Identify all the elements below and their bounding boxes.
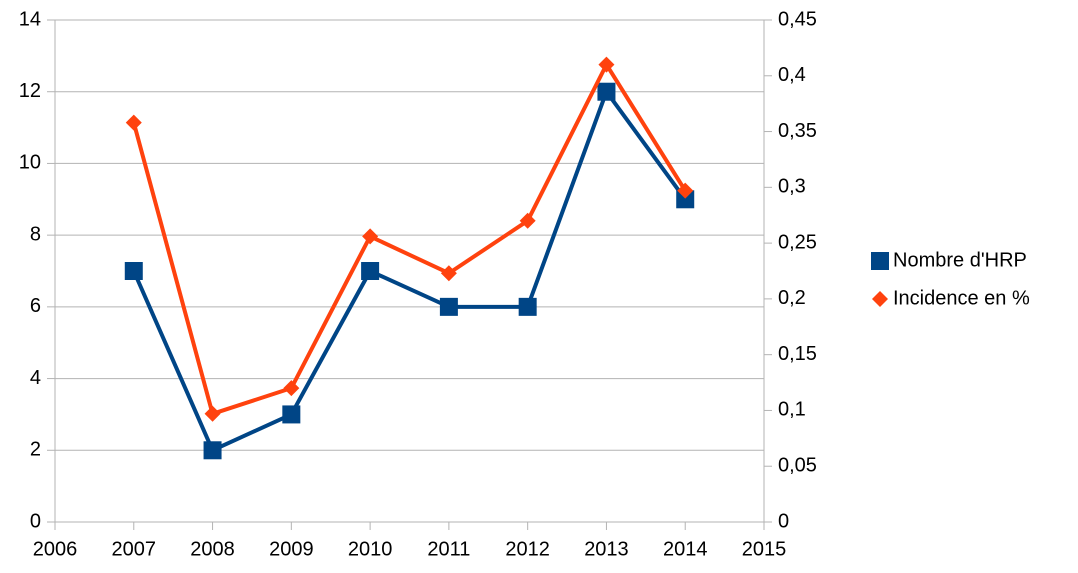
x-tick-label: 2006 <box>33 538 78 560</box>
y-tick-label: 2 <box>30 439 41 461</box>
y2-tick-label: 0,1 <box>778 399 806 421</box>
marker <box>282 405 301 424</box>
marker <box>283 380 300 397</box>
x-tick-label: 2011 <box>427 538 470 560</box>
marker <box>440 265 457 282</box>
x-tick-label: 2007 <box>112 538 157 560</box>
y-tick-label: 10 <box>19 152 41 174</box>
marker <box>361 262 380 280</box>
x-tick-label: 2012 <box>505 538 550 560</box>
y2-tick-label: 0 <box>778 510 789 532</box>
y2-tick-label: 0,25 <box>778 231 817 253</box>
series-line <box>131 89 687 453</box>
y2-tick-label: 0,15 <box>778 343 817 365</box>
marker <box>362 228 379 245</box>
y-tick-label: 4 <box>30 367 41 389</box>
legend-marker <box>872 291 888 307</box>
y2-tick-label: 0,35 <box>778 120 817 142</box>
marker <box>518 297 537 316</box>
y-tick-label: 8 <box>30 223 41 245</box>
y2-tick-label: 0,3 <box>778 176 806 198</box>
x-tick-label: 2015 <box>742 538 787 560</box>
marker <box>676 190 695 209</box>
y-tick-label: 14 <box>19 8 41 30</box>
marker <box>519 212 536 229</box>
y2-tick-label: 0,2 <box>778 287 806 309</box>
y2-tick-label: 0,45 <box>778 8 817 30</box>
marker <box>598 56 615 73</box>
x-tick-label: 2009 <box>269 538 314 560</box>
legend-marker <box>871 252 889 270</box>
y2-tick-label: 0,05 <box>778 455 817 477</box>
marker <box>597 82 616 101</box>
marker <box>125 114 142 131</box>
y-tick-label: 6 <box>30 295 41 317</box>
y-tick-label: 0 <box>30 510 41 532</box>
marker <box>677 182 694 199</box>
x-tick-label: 2010 <box>348 538 393 560</box>
x-tick-label: 2013 <box>584 538 629 560</box>
marker <box>439 297 458 316</box>
series-line <box>131 62 687 416</box>
marker <box>204 405 221 422</box>
marker <box>203 441 222 460</box>
x-tick-label: 2008 <box>190 538 235 560</box>
legend-label: Nombre d'HRP <box>893 249 1027 271</box>
y2-tick-label: 0,4 <box>778 64 806 86</box>
legend-label: Incidence en % <box>893 287 1030 309</box>
x-tick-label: 2014 <box>663 538 708 560</box>
y-tick-label: 12 <box>19 80 41 102</box>
marker <box>124 262 143 280</box>
